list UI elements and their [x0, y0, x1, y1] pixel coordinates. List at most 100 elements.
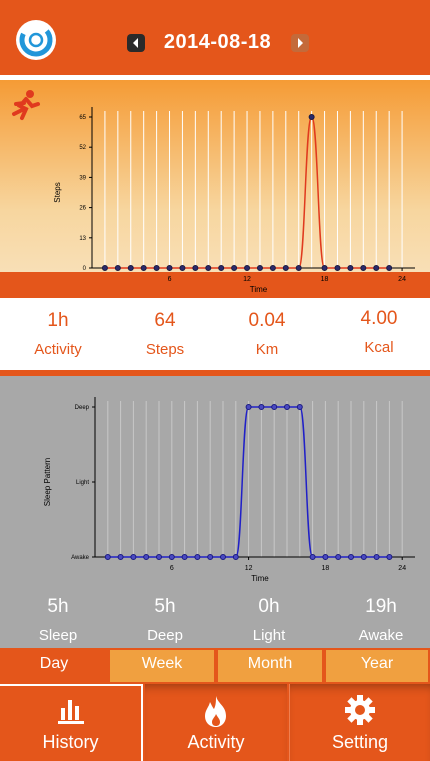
x-tick-label: 12	[243, 276, 251, 283]
y-tick-label: 39	[79, 175, 86, 181]
stat-deep: 5h Deep	[115, 596, 215, 644]
data-point	[194, 554, 201, 560]
stat-value: 5h	[154, 596, 176, 617]
nav-label: History	[42, 732, 99, 752]
data-point	[207, 554, 214, 560]
stat-awake: 19h Awake	[331, 596, 430, 644]
stat-sleep: 5h Sleep	[8, 596, 108, 644]
stat-label: Sleep	[38, 627, 78, 644]
y-tick-label: Deep	[75, 405, 90, 411]
stat-value: 19h	[365, 596, 397, 617]
tab-year[interactable]: Year	[326, 650, 428, 682]
y-tick-label: Light	[76, 480, 89, 486]
gear-icon	[345, 695, 375, 725]
stat-activity: 1h Activity	[8, 310, 108, 358]
data-point	[256, 265, 263, 271]
bar-chart-icon	[57, 700, 84, 724]
sleep-chart-panel	[0, 376, 430, 648]
data-point	[205, 265, 212, 271]
tab-month[interactable]: Month	[218, 650, 322, 682]
section-divider	[0, 370, 430, 376]
stat-label: Light	[252, 627, 286, 644]
data-point	[271, 404, 278, 410]
data-point	[284, 404, 290, 410]
sleep-line-chart: Awake Light Deep 6 12 18 24 Time Sleep Pattern	[43, 397, 415, 583]
data-point	[295, 265, 302, 271]
next-date-button[interactable]	[291, 34, 309, 52]
data-point	[373, 554, 380, 560]
range-tabs: Day Week Month Year	[0, 648, 430, 684]
tab-week[interactable]: Week	[110, 650, 214, 682]
stat-label: Kcal	[364, 339, 394, 356]
stat-value: 5h	[47, 596, 69, 617]
time-axis-bar	[0, 272, 430, 298]
data-point	[192, 265, 199, 271]
data-point	[168, 554, 175, 560]
x-axis-label: Time	[250, 285, 268, 294]
activity-chart-panel	[0, 80, 430, 298]
y-axis-label: Sleep Pattern	[43, 458, 52, 506]
app-logo-icon[interactable]	[16, 20, 56, 60]
data-point	[179, 265, 186, 271]
y-axis-label: Steps	[53, 182, 62, 202]
chevron-left-icon	[133, 38, 138, 48]
data-point	[166, 265, 173, 271]
stat-label: Activity	[34, 341, 82, 358]
y-tick-label: 26	[79, 206, 86, 212]
data-point	[218, 265, 225, 271]
data-point	[308, 114, 315, 120]
x-axis-label: Time	[251, 574, 269, 583]
nav-setting[interactable]: Setting	[289, 684, 430, 761]
y-tick-label: 13	[79, 236, 86, 242]
data-point	[373, 265, 380, 271]
stat-steps: 64 Steps	[115, 310, 215, 358]
x-tick-label: 6	[170, 565, 174, 572]
flame-icon	[205, 696, 226, 727]
stat-label: Km	[255, 341, 279, 358]
data-point	[309, 554, 316, 560]
data-point	[231, 265, 238, 271]
data-point	[104, 554, 111, 560]
chevron-right-icon	[298, 38, 303, 48]
running-icon	[12, 90, 40, 120]
tab-day[interactable]: Day	[2, 650, 106, 682]
x-tick-label: 12	[245, 565, 253, 572]
data-point	[143, 554, 150, 560]
nav-label: Setting	[331, 732, 389, 752]
data-point	[347, 265, 354, 271]
data-point	[220, 554, 226, 560]
data-point	[334, 265, 341, 271]
stat-value: 4.00	[360, 308, 398, 329]
data-point	[156, 554, 162, 560]
data-point	[321, 265, 328, 271]
data-point	[130, 554, 137, 560]
x-tick-label: 6	[168, 276, 172, 283]
data-point	[140, 265, 147, 271]
data-point	[181, 554, 188, 560]
data-point	[232, 554, 239, 560]
data-point	[296, 404, 303, 410]
prev-date-button[interactable]	[127, 34, 145, 52]
data-point	[244, 265, 251, 271]
current-date: 2014-08-18	[163, 31, 272, 53]
stat-value: 0.04	[248, 310, 286, 331]
data-point	[269, 265, 276, 271]
y-tick-label: 65	[79, 115, 86, 121]
nav-activity[interactable]: Activity	[145, 684, 287, 761]
data-point	[386, 554, 393, 560]
data-point	[322, 554, 329, 560]
bottom-nav: History Activity Setting	[0, 684, 430, 761]
data-point	[348, 554, 354, 560]
data-point	[153, 265, 160, 271]
stat-light: 0h Light	[219, 596, 319, 644]
data-point	[117, 554, 124, 560]
nav-history[interactable]: History	[0, 684, 143, 761]
activity-line-chart: 0 13 26 39 52 65 6 12 18 24 Time Steps	[0, 107, 430, 298]
x-tick-label: 18	[322, 565, 330, 572]
data-point	[245, 404, 252, 410]
app-header: 2014-08-18	[0, 0, 430, 75]
data-point	[101, 265, 108, 271]
x-tick-label: 24	[398, 565, 406, 572]
x-tick-label: 18	[321, 276, 329, 283]
stat-label: Steps	[145, 341, 185, 358]
